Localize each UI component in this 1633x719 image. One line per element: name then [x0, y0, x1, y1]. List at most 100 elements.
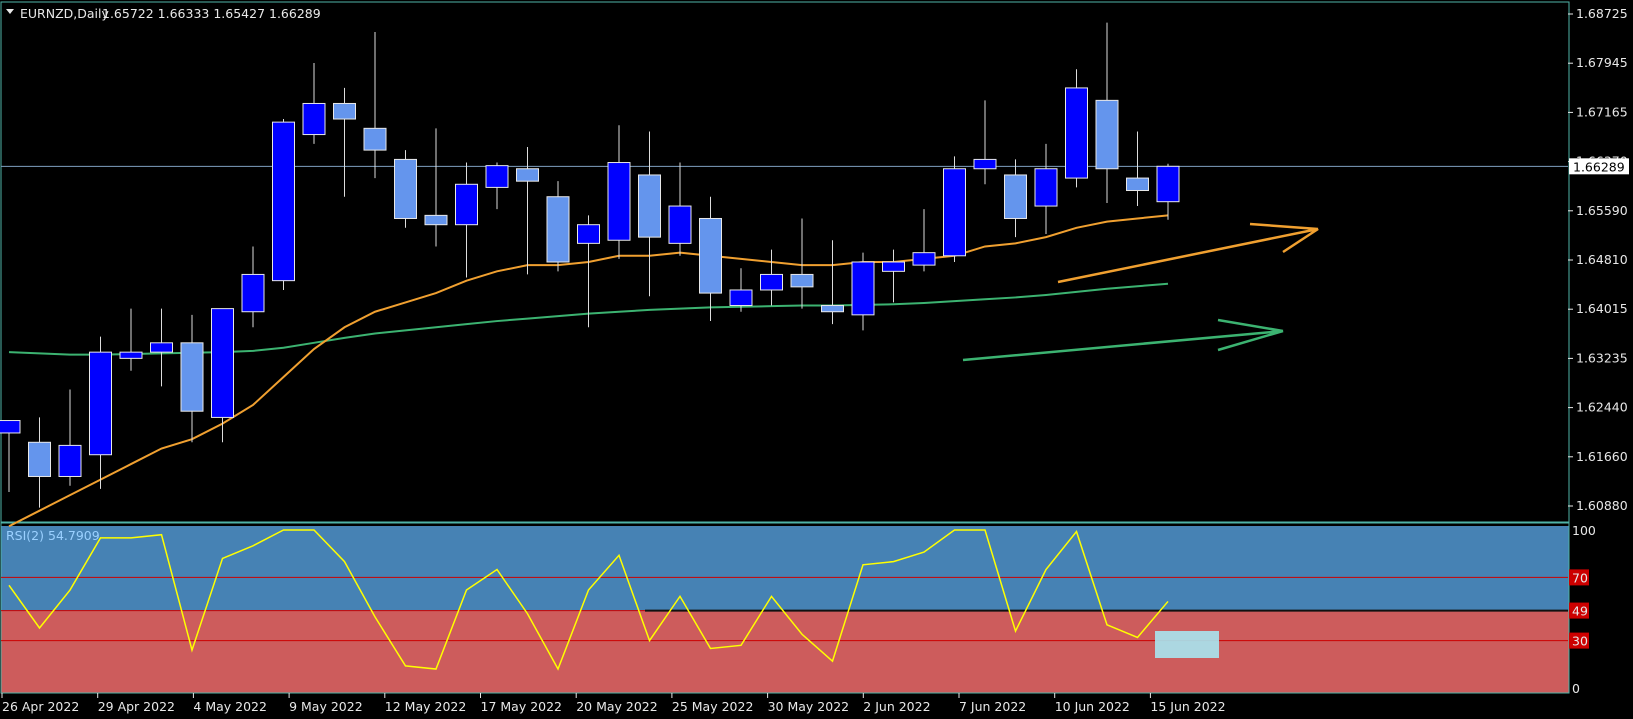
- rsi-indicator-label: RSI(2) 54.7909: [6, 528, 100, 543]
- rsi-level-label: 70: [1572, 570, 1588, 585]
- time-tick-label: 20 May 2022: [576, 699, 658, 714]
- candle[interactable]: [973, 100, 997, 185]
- candle[interactable]: [89, 336, 112, 489]
- candle[interactable]: [546, 181, 570, 272]
- candle[interactable]: [729, 268, 753, 312]
- candle[interactable]: [1095, 22, 1119, 203]
- candle[interactable]: [1034, 143, 1058, 235]
- time-tick-label: 25 May 2022: [672, 699, 754, 714]
- bull-candle-body: [455, 183, 478, 226]
- candle[interactable]: [180, 314, 204, 443]
- bull-candle-body: [119, 351, 143, 359]
- candle[interactable]: [119, 308, 143, 371]
- time-tick-label: 30 May 2022: [768, 699, 850, 714]
- symbol-timeframe: EURNZD,Daily: [20, 6, 109, 21]
- bear-candle-body: [546, 196, 570, 263]
- candle[interactable]: [272, 119, 295, 290]
- time-tick-label: 12 May 2022: [385, 699, 467, 714]
- bear-candle-body: [424, 214, 448, 226]
- candle[interactable]: [424, 128, 448, 247]
- candle[interactable]: [638, 131, 661, 297]
- rsi-level-label: 0: [1572, 681, 1580, 696]
- candle[interactable]: [699, 196, 722, 322]
- candle[interactable]: [363, 31, 387, 179]
- bull-candle-body: [150, 342, 173, 353]
- bull-candle-body: [1034, 168, 1058, 207]
- time-tick-label: 7 Jun 2022: [959, 699, 1026, 714]
- candle[interactable]: [241, 246, 265, 328]
- candle[interactable]: [607, 125, 631, 259]
- candle[interactable]: [394, 150, 417, 228]
- bear-candle-body: [638, 174, 661, 238]
- candle[interactable]: [851, 252, 875, 331]
- candle[interactable]: [760, 249, 783, 306]
- rsi-lower-zone: [1, 610, 1569, 693]
- candle[interactable]: [302, 63, 326, 144]
- bull-candle-body: [851, 261, 875, 316]
- candle[interactable]: [516, 146, 539, 275]
- candle[interactable]: [28, 417, 51, 508]
- time-tick-label: 10 Jun 2022: [1055, 699, 1130, 714]
- current-price-badge: [1569, 158, 1629, 175]
- candle[interactable]: [58, 389, 82, 486]
- candle[interactable]: [485, 162, 509, 210]
- green-trend-arrow[interactable]: [962, 318, 1284, 362]
- bear-candle-body: [28, 441, 51, 477]
- bull-candle-body: [973, 158, 997, 170]
- candle[interactable]: [1126, 131, 1149, 207]
- rsi-level-label: 100: [1572, 523, 1596, 538]
- bull-candle-body: [1065, 87, 1088, 179]
- rsi-level-badge: [1569, 632, 1589, 649]
- rsi-level-label: 49: [1572, 604, 1588, 619]
- time-tick-label: 15 Jun 2022: [1150, 699, 1225, 714]
- candle[interactable]: [943, 156, 966, 262]
- bull-candle-body: [607, 162, 631, 241]
- bull-candle-body: [302, 102, 326, 136]
- bull-candle-body: [912, 252, 936, 266]
- bull-candle-body: [89, 351, 112, 456]
- price-tick-label: 1.62440: [1576, 400, 1628, 415]
- candle[interactable]: [211, 308, 234, 443]
- orange-trend-arrow[interactable]: [1057, 222, 1319, 284]
- candle[interactable]: [577, 215, 600, 328]
- bear-candle-body: [821, 305, 844, 313]
- candle[interactable]: [821, 240, 844, 325]
- rsi-line: [8, 529, 1169, 671]
- candle[interactable]: [1065, 69, 1088, 188]
- bear-candle-body: [394, 158, 417, 219]
- candle[interactable]: [668, 162, 692, 256]
- candle[interactable]: [790, 218, 814, 309]
- time-tick-label: 2 Jun 2022: [863, 699, 930, 714]
- rsi-pane[interactable]: [0, 522, 1570, 694]
- rsi-highlight-box[interactable]: [1155, 631, 1219, 658]
- bear-candle-body: [516, 168, 539, 182]
- price-pane[interactable]: [0, 1, 1570, 523]
- bear-candle-body: [1126, 177, 1149, 192]
- candle[interactable]: [882, 249, 905, 303]
- bull-candle-body: [272, 121, 295, 282]
- candle[interactable]: [1004, 159, 1027, 238]
- chart-header: EURNZD,Daily 1.65722 1.66333 1.65427 1.6…: [6, 6, 321, 21]
- rsi-level-badge: [1569, 569, 1589, 586]
- candle[interactable]: [1156, 163, 1180, 220]
- bear-candle-body: [790, 273, 814, 288]
- candle[interactable]: [912, 209, 936, 272]
- time-tick-label: 17 May 2022: [481, 699, 563, 714]
- candle[interactable]: [333, 87, 356, 197]
- collapse-triangle-icon[interactable]: [6, 9, 14, 14]
- candle[interactable]: [455, 162, 478, 278]
- bull-candle-body: [577, 224, 600, 244]
- bull-candle-body: [882, 261, 905, 272]
- bull-candle-body: [760, 273, 783, 291]
- candle[interactable]: [0, 420, 21, 493]
- rsi-level-badge: [1569, 602, 1589, 619]
- time-tick-label: 26 Apr 2022: [2, 699, 79, 714]
- candle[interactable]: [150, 308, 173, 387]
- bull-candle-body: [668, 205, 692, 244]
- bull-candle-body: [1156, 165, 1180, 203]
- bear-candle-body: [1095, 99, 1119, 170]
- price-tick-label: 1.63235: [1576, 350, 1628, 365]
- time-tick-label: 9 May 2022: [289, 699, 363, 714]
- bull-candle-body: [729, 289, 753, 307]
